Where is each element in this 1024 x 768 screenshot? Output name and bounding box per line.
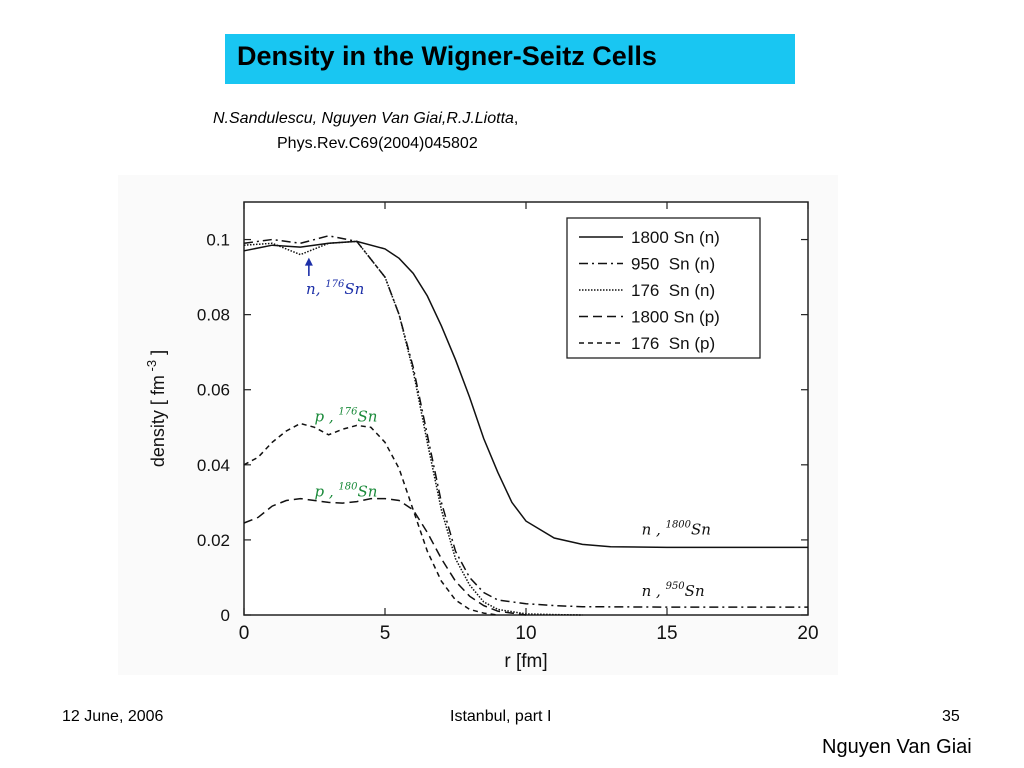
y-tick-label: 0.06 [197,381,230,400]
annotation-superscript: 176 [325,279,345,290]
legend-box [566,217,761,359]
citation-authors-line: N.Sandulescu, Nguyen Van Giai,R.J.Liotta… [213,110,518,128]
series-line-3 [243,240,583,616]
slide-title: Density in the Wigner-Seitz Cells [237,41,657,71]
series-line-4 [243,497,527,616]
annotation-superscript: 1800 [666,519,692,530]
annotation-superscript: 180 [338,482,358,493]
y-tick-label: 0.02 [197,531,230,550]
annotation-text: p , [315,408,339,426]
y-axis-label-group: density [ fm -3 ] [144,350,168,467]
y-axis-label-bracket: ] [148,350,168,360]
x-axis-label: r [fm] [504,651,547,672]
annotation-text: n , [642,582,666,600]
annotation-superscript: 950 [666,581,686,592]
y-axis-label: density [ fm -3 ] [144,350,168,467]
page-number: 35 [942,708,960,725]
legend-label-1: 1800 Sn (n) [631,228,720,247]
legend-label-5: 176 Sn (p) [631,334,715,353]
y-axis-label-exponent: -3 [144,360,159,375]
title-banner: Density in the Wigner-Seitz Cells [225,34,795,84]
author-name: Nguyen Van Giai [822,736,972,758]
legend-label-2: 950 Sn (n) [631,255,715,274]
annotation-element: Sn [358,408,378,426]
density-chart-svg: 0 5 10 15 20 0 0.02 0.04 0.06 0.08 0.1 r [fm] densit… [144,201,819,672]
x-tick-label: 15 [656,623,677,644]
annotation-element: Sn [691,520,711,538]
annotation-element: Sn [358,483,378,501]
annotation-arrowhead [304,257,313,266]
annotation-4: n , 1800Sn [642,519,711,538]
citation-authors: N.Sandulescu, Nguyen Van Giai,R.J.Liotta [213,110,514,127]
annotation-element: Sn [344,280,364,298]
x-tick-label: 0 [239,623,250,644]
citation-reference: Phys.Rev.C69(2004)045802 [277,135,478,152]
y-axis-label-main: density [ fm [148,375,168,467]
annotation-text: n , [642,520,666,538]
x-tick-label: 5 [380,623,391,644]
series-line-1 [243,240,808,549]
annotation-element: Sn [685,582,705,600]
annotation-3: p , 180Sn [315,482,378,501]
footer-date: 12 June, 2006 [62,708,164,725]
annotation-text: p , [315,483,339,501]
series-line-5 [243,422,498,616]
legend-label-4: 1800 Sn (p) [631,308,720,327]
citation-comma: , [513,110,519,127]
footer-center: Istanbul, part I [450,708,552,725]
legend-label-3: 176 Sn (n) [631,281,715,300]
annotation-superscript: 176 [338,407,358,418]
y-tick-label: 0.08 [197,306,230,325]
annotation-text: n, [306,280,325,298]
annotation-2: p , 176Sn [315,407,378,426]
x-tick-label: 10 [515,623,536,644]
y-tick-label: 0.04 [197,456,230,475]
x-tick-label: 20 [797,623,818,644]
y-tick-label: 0.1 [206,231,230,250]
annotation-1: n, 176Sn [306,279,364,298]
annotation-5: n , 950Sn [642,581,705,600]
y-tick-label: 0 [221,606,230,625]
density-chart: 0 5 10 15 20 0 0.02 0.04 0.06 0.08 0.1 r [fm] densit… [118,175,838,675]
